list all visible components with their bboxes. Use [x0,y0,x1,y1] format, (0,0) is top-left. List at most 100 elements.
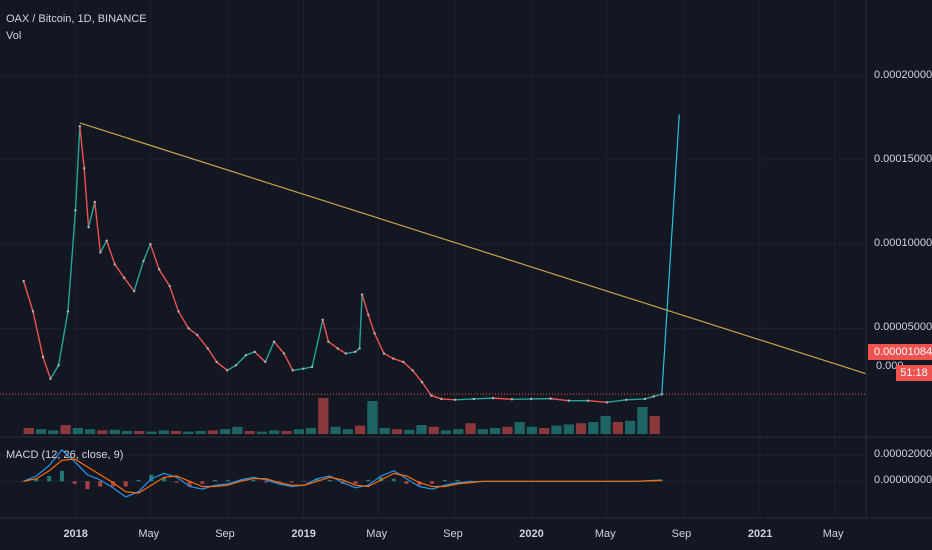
price-point [652,395,655,398]
price-segment [196,334,209,349]
macd-histogram-bar [442,479,447,482]
price-segment [431,394,442,400]
drawings[interactable] [79,114,867,395]
macd-histogram-bar [327,479,332,482]
macd-histogram-bar [251,479,256,482]
price-point [420,380,424,384]
volume-bar [146,431,157,434]
price-segment [345,351,356,355]
price-point [122,276,126,279]
macd-tick-label: 0.00002000 [874,448,932,461]
volume-bar [354,425,366,434]
macd-histogram-bar [366,479,371,482]
price-segment [393,357,404,363]
signal-line [23,458,662,494]
price-segment [373,333,385,354]
price-tick-label: 0.00015000 [874,152,932,165]
price-segment [207,348,218,363]
macd-histogram-bar [149,474,154,482]
price-point [264,360,267,364]
price-point [82,167,86,170]
price-point [360,293,364,296]
price-segment [588,399,607,404]
volume-bar [281,431,292,434]
time-tick-label: 2020 [519,528,544,540]
price-segment [216,361,228,371]
price-segment [606,399,627,404]
price-point [382,352,386,355]
price-point [66,310,70,313]
volume-bar [428,426,439,434]
price-point [321,318,324,322]
macd-tick-label: 0.00000000 [874,474,932,487]
price-segment [644,395,654,400]
price-point [168,284,171,288]
price-segment [235,354,247,366]
price-point [149,242,152,246]
macd-histogram-bar [468,480,473,482]
price-point [358,347,361,350]
price-point [411,369,414,372]
projection-line [661,114,680,395]
macd-histogram-bar [391,478,396,482]
price-segment [94,201,102,253]
price-point [282,352,286,355]
price-segment [361,294,369,316]
price-segment [455,398,474,401]
price-segment [264,341,275,363]
price-segment [79,126,85,169]
macd-legend[interactable]: MACD (12, 26, close, 9) [6,449,124,461]
volume-bar [575,423,587,434]
price-point [132,290,136,293]
volume-bar [600,416,611,434]
time-tick-label: May [138,528,160,540]
price-segment [441,398,456,401]
price-segment [273,341,285,354]
symbol-legend[interactable]: OAX / Bitcoin, 1D, BINANCE [6,13,147,25]
price-point [93,200,97,204]
price-segment [149,243,160,270]
time-tick-label: 2018 [63,528,88,540]
volume-bar [404,429,415,434]
volume-bar [97,430,108,434]
price-segment [412,369,423,383]
price-segment [327,341,339,350]
price-point [567,399,570,402]
price-segment [311,319,324,368]
price-segment [226,364,237,371]
volume-bar [612,422,623,434]
price-segment [99,240,108,253]
price-point [440,397,443,401]
price-segment [158,268,171,287]
volume-bar [342,429,353,434]
price-point [234,364,238,367]
volume-bar [269,430,280,434]
price-point [157,268,161,271]
price-point [272,340,276,343]
volume-bar [293,429,304,434]
price-point [142,259,145,263]
price-point [625,398,628,402]
macd-histogram-bar [59,470,64,482]
price-point [510,398,514,401]
macd-histogram-bar [72,481,77,484]
volume-bar [514,422,525,434]
price-point [492,396,495,400]
price-point [215,360,218,364]
macd-histogram-bar [302,481,307,482]
volume-bar [170,431,182,434]
volume-bar [379,428,390,434]
volume-bar [477,429,488,434]
grid [0,0,866,518]
price-segment [83,168,90,228]
volume-legend[interactable]: Vol [6,30,22,42]
volume-bar [453,429,464,434]
price-point [49,377,52,380]
price-point [253,350,256,354]
volume-bar [318,398,329,434]
macd-histogram-bar [136,479,141,482]
price-segment [337,347,347,355]
price-tick-label: 0.00020000 [874,68,932,81]
volume-bar [256,431,268,434]
